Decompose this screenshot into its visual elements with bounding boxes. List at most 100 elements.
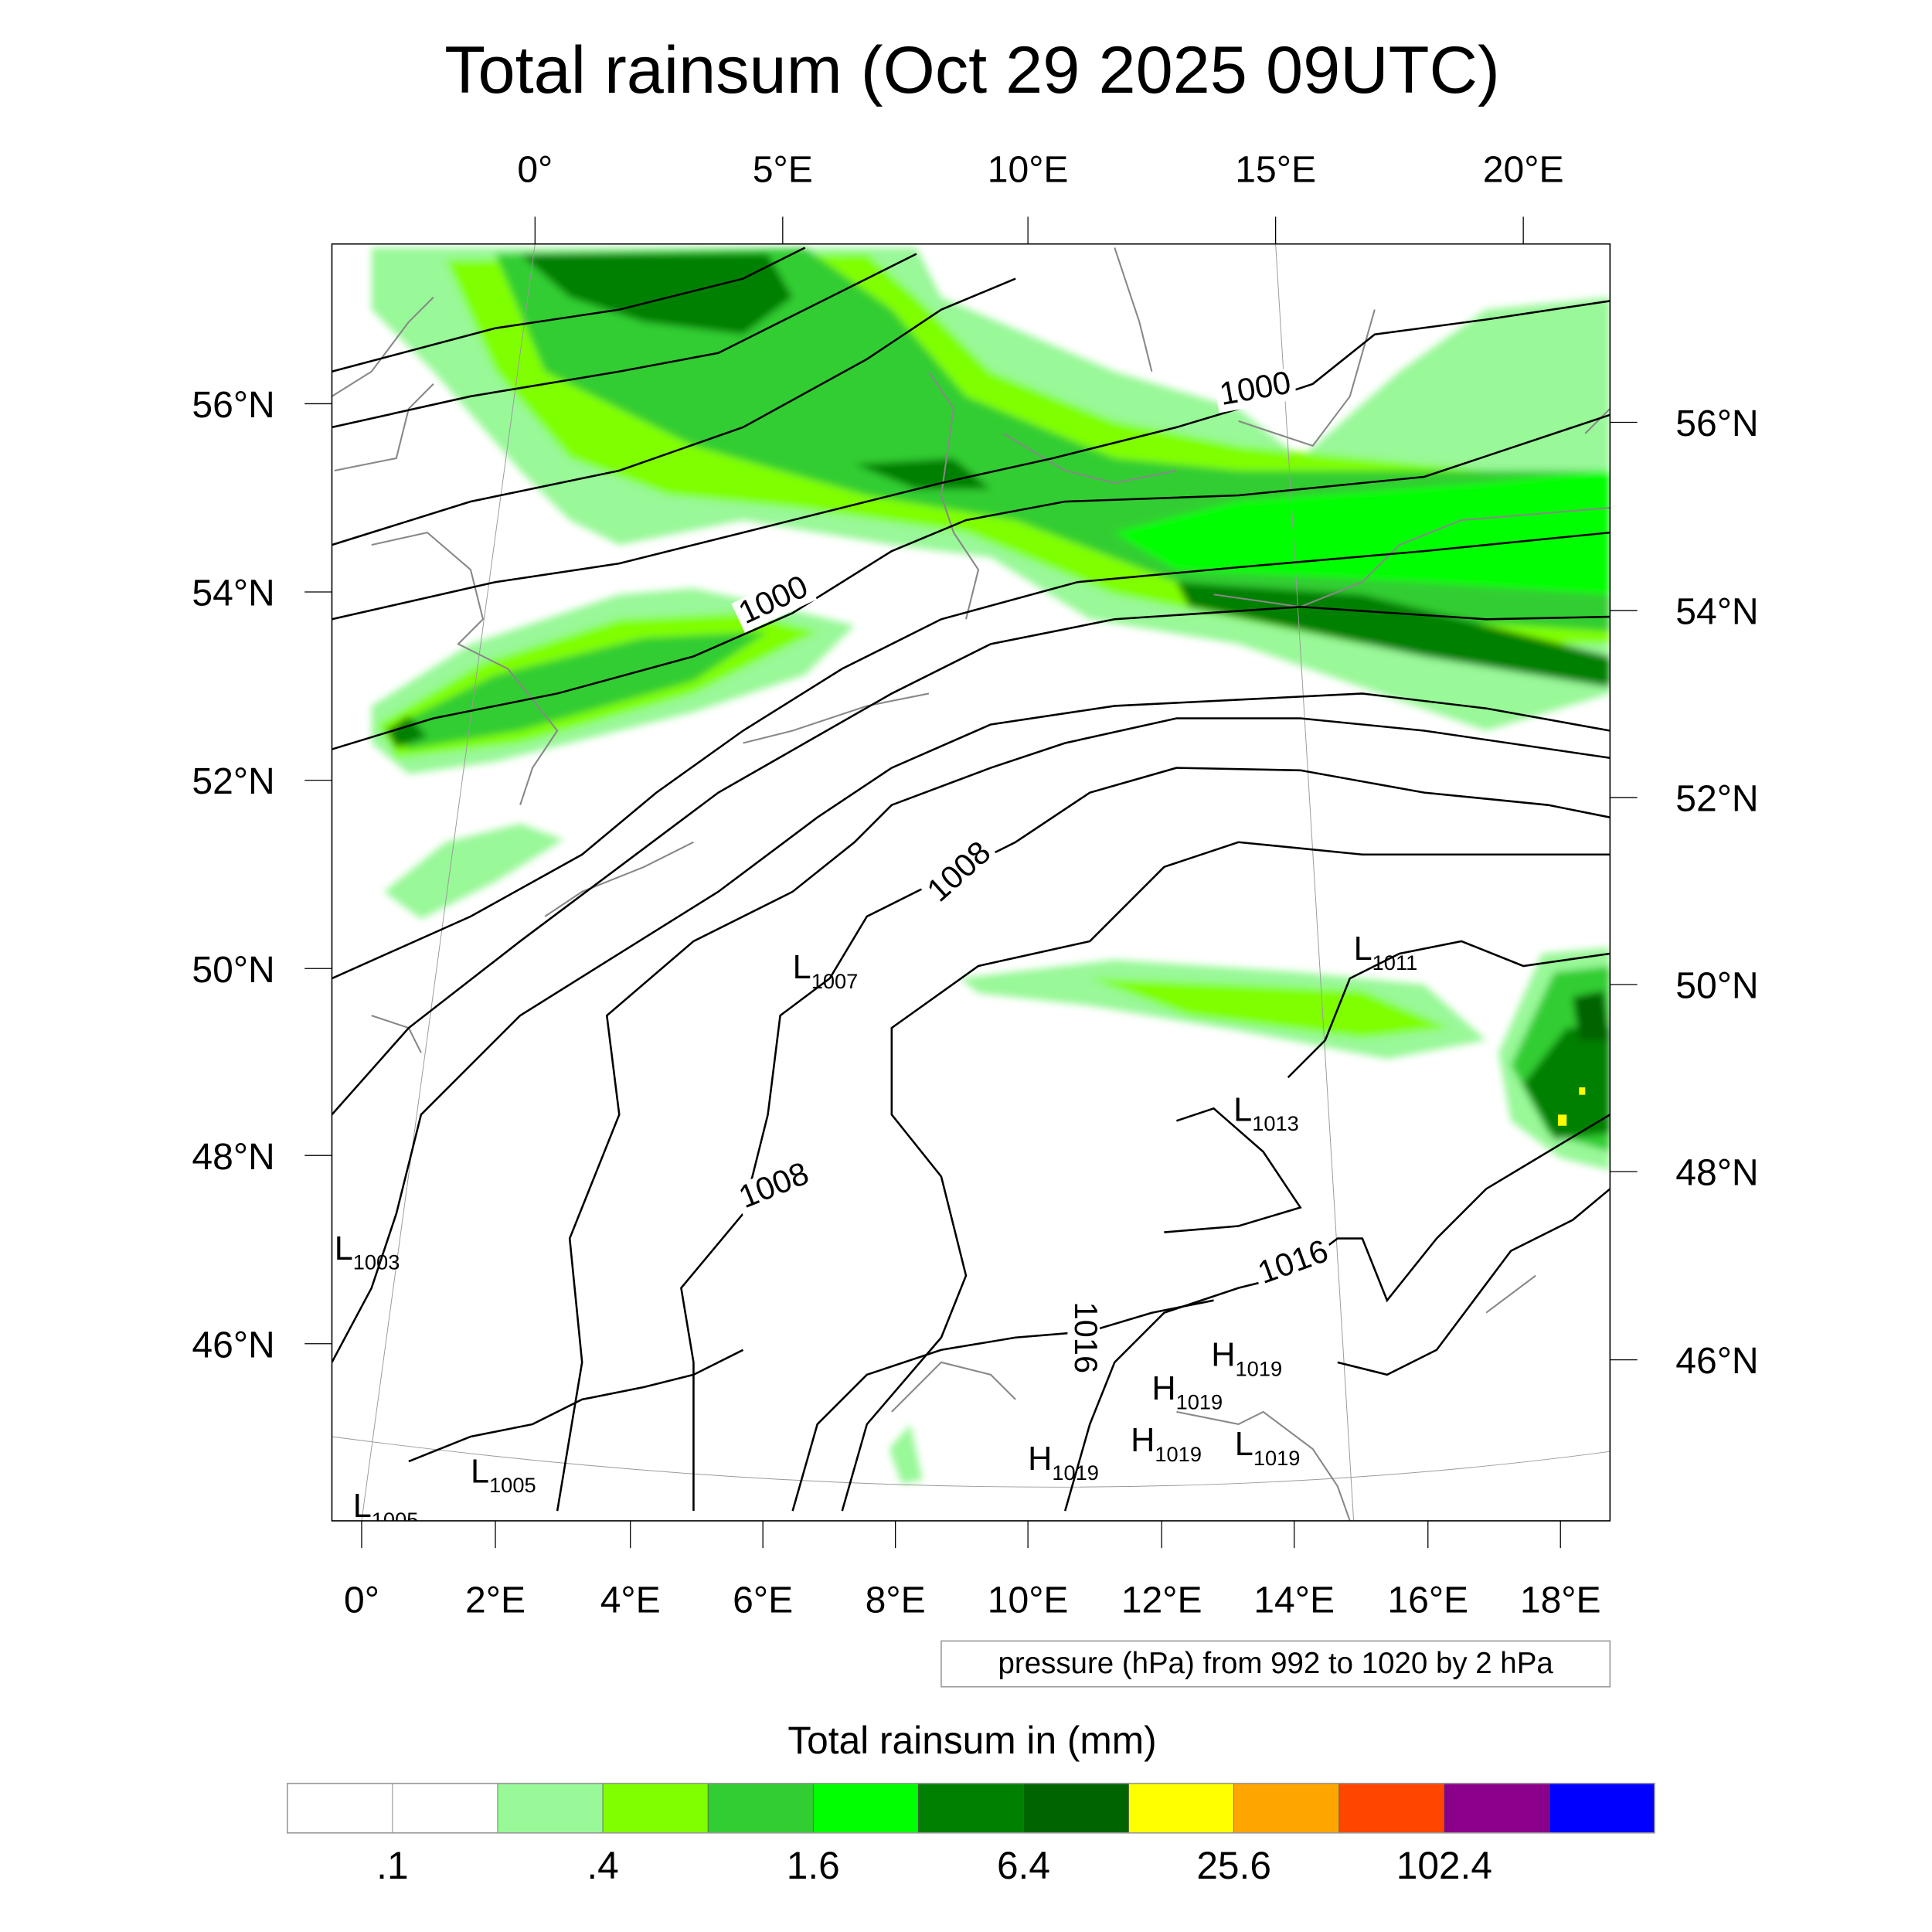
axis-ticks: 0° 5°E 10°E 15°E 20°E 0° 2°E 4°E 6°E 8°E 10°E 12°E 1… <box>192 149 1758 1621</box>
left-lat-label: 52°N <box>192 760 274 802</box>
colorbar-tick-label: 102.4 <box>1396 1844 1492 1887</box>
graticule-line <box>1275 243 1355 1521</box>
left-lat-label: 54°N <box>192 573 274 614</box>
isobar <box>332 413 1611 750</box>
bottom-lon-label: 12°E <box>1121 1580 1202 1621</box>
rain-dark <box>1523 1028 1611 1140</box>
right-lat-label: 54°N <box>1675 591 1758 633</box>
pressure-center-value: 1019 <box>1155 1442 1202 1466</box>
isobar <box>1287 940 1611 1079</box>
pressure-centers: L1007L1011L1013L1003L1005L1005H1019H1019… <box>335 930 1418 1532</box>
rain-max-cell <box>1579 1087 1586 1095</box>
contour-info-box: pressure (hPa) from 992 to 1020 by 2 hPa <box>940 1640 1611 1688</box>
bottom-lon-label: 8°E <box>866 1580 926 1621</box>
isobar <box>841 841 1611 1512</box>
map-frame <box>331 243 1611 1522</box>
isobar <box>680 767 1611 1512</box>
right-lat-label: 48°N <box>1675 1152 1758 1194</box>
pressure-center-type: L <box>1354 930 1372 968</box>
pressure-center-type: H <box>1028 1440 1052 1478</box>
colorbar-tick-label: 1.6 <box>787 1844 840 1887</box>
colorbar-box <box>1128 1783 1234 1834</box>
colorbar-frame <box>286 1782 1655 1834</box>
pressure-center-type: H <box>1211 1337 1235 1374</box>
pressure-center-label: L1005 <box>353 1488 419 1532</box>
isobar <box>332 692 1611 1363</box>
contour-label: 1016 <box>1068 1301 1104 1373</box>
colorbar-box <box>812 1783 919 1834</box>
colorbar-tick-label: 25.6 <box>1196 1844 1271 1887</box>
pressure-center-label: L1019 <box>1235 1426 1301 1470</box>
isobar <box>332 605 1611 1116</box>
pressure-center-label: L1011 <box>1354 930 1418 975</box>
coastline <box>332 247 1611 1521</box>
pressure-center-value: 1019 <box>1052 1461 1099 1485</box>
rain-darkest <box>1573 991 1611 1041</box>
isobar <box>1337 1188 1611 1376</box>
colorbar-box <box>918 1783 1024 1834</box>
isobar <box>332 247 806 373</box>
contour-label: 1000 <box>1216 364 1293 412</box>
rain-pale <box>383 823 564 920</box>
pressure-center-type: L <box>353 1488 372 1525</box>
left-lat-label: 50°N <box>192 949 274 991</box>
bottom-lon-label: 16°E <box>1387 1580 1468 1621</box>
right-lat-label: 52°N <box>1675 778 1758 820</box>
pressure-center-value: 1011 <box>1372 951 1418 975</box>
pressure-center-type: H <box>1131 1422 1155 1459</box>
rain-pale <box>889 1423 923 1484</box>
pressure-center-value: 1019 <box>1253 1446 1301 1470</box>
colorbar-tick-label: .1 <box>376 1844 408 1887</box>
bottom-lon-label: 6°E <box>733 1580 793 1621</box>
colorbar-box <box>287 1783 393 1834</box>
isobar <box>556 717 1611 1512</box>
bottom-lon-label: 10°E <box>988 1580 1069 1621</box>
isobar <box>332 277 1016 546</box>
colorbar: .1 .4 1.6 6.4 25.6 102.4 <box>286 1782 1655 1887</box>
pressure-center-label: H1019 <box>1211 1337 1282 1381</box>
map-area: 1000 1000 1008 1008 1016 1016 L1007L1011… <box>332 243 1611 1532</box>
colorbar-box <box>1444 1783 1550 1834</box>
colorbar-box <box>497 1783 604 1834</box>
pressure-center-value: 1003 <box>353 1250 400 1274</box>
top-lon-label: 0° <box>517 149 553 191</box>
colorbar-title: Total rainsum in (mm) <box>787 1719 1156 1762</box>
contour-label: 1016 <box>1253 1232 1332 1291</box>
isobar <box>408 1349 744 1463</box>
pressure-center-value: 1019 <box>1176 1390 1223 1414</box>
contour-label: 1008 <box>733 1155 814 1215</box>
pressure-center-type: L <box>335 1230 353 1267</box>
colorbar-tick-label: .4 <box>587 1844 618 1887</box>
pressure-center-label: H1019 <box>1131 1422 1202 1466</box>
pressure-center-value: 1013 <box>1252 1111 1299 1135</box>
right-lat-label: 50°N <box>1675 965 1758 1007</box>
pressure-center-type: L <box>793 949 811 986</box>
pressure-center-value: 1005 <box>372 1508 419 1532</box>
rain-mid <box>383 631 768 750</box>
pressure-center-label: L1007 <box>793 949 859 993</box>
left-lat-label: 56°N <box>192 384 274 426</box>
pressure-center-value: 1005 <box>489 1473 536 1497</box>
pressure-center-label: H1019 <box>1028 1440 1099 1485</box>
isobar <box>791 1299 1214 1512</box>
isobar <box>332 300 1611 621</box>
pressure-center-type: H <box>1151 1370 1175 1407</box>
colorbar-box <box>1233 1783 1340 1834</box>
top-lon-label: 20°E <box>1483 149 1564 191</box>
pressure-center-type: L <box>1233 1091 1252 1128</box>
top-lon-label: 5°E <box>753 149 813 191</box>
colorbar-tick-label: 6.4 <box>997 1844 1050 1887</box>
graticule-line <box>332 1436 1611 1488</box>
colorbar-box <box>707 1783 814 1834</box>
pressure-center-value: 1007 <box>811 969 859 993</box>
bottom-lon-label: 18°E <box>1520 1580 1601 1621</box>
rain-dark <box>386 716 427 748</box>
colorbar-box <box>1338 1783 1445 1834</box>
top-lon-label: 15°E <box>1235 149 1316 191</box>
isobar <box>332 253 917 429</box>
pressure-center-label: H1019 <box>1151 1370 1223 1414</box>
rain-bright <box>1114 470 1611 595</box>
rain-dark <box>520 253 793 335</box>
pressure-center-type: L <box>1235 1426 1253 1463</box>
